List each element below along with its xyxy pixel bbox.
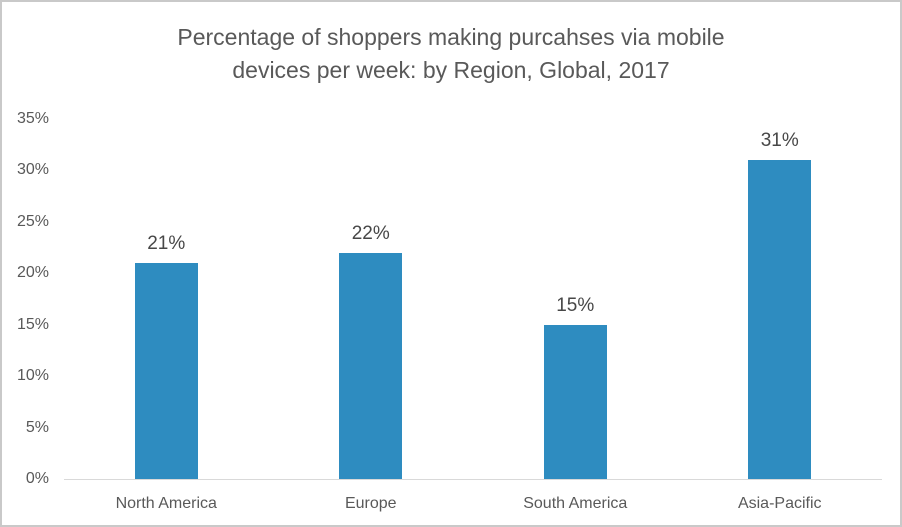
data-label: 22% [351,222,390,244]
bar-europe [339,252,403,479]
data-label: 31% [760,130,799,152]
bar-north-america [134,263,198,479]
y-tick-label: 10% [16,367,49,385]
y-tick-label: 20% [16,264,49,282]
data-label: 15% [556,294,595,316]
y-tick-label: 30% [16,161,49,179]
y-tick-label: 15% [16,315,49,333]
y-tick-label: 25% [16,212,49,230]
y-tick-label: 5% [25,418,49,436]
chart-title-line: Percentage of shoppers making purcahses … [177,24,725,50]
chart-title-line: devices per week: by Region, Global, 201… [232,57,670,83]
x-tick-label: Asia-Pacific [737,495,822,512]
bar-south-america [543,324,607,479]
x-tick-label: South America [523,495,628,512]
x-tick-label: North America [115,495,217,512]
y-tick-label: 35% [16,110,49,127]
bar-asia-pacific [748,160,812,479]
y-tick-label: 0% [25,470,49,487]
x-axis-line [64,479,882,480]
x-tick-label: Europe [344,495,397,512]
data-label: 21% [147,233,186,254]
chart-title: Percentage of shoppers making purcahses … [2,21,900,87]
